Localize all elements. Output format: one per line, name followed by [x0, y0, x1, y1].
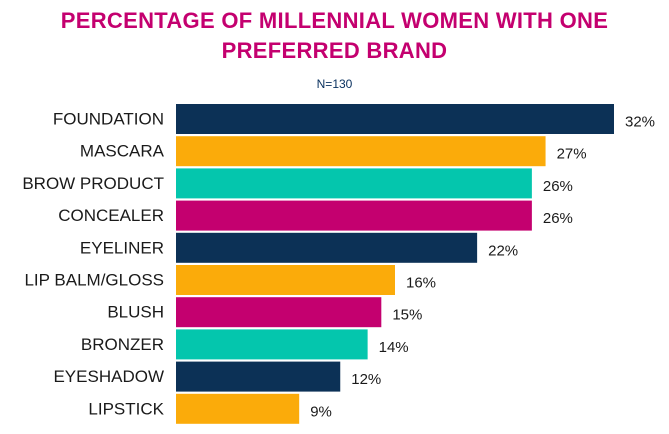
value-label-brow-product: 26% — [543, 178, 573, 195]
bar-brow-product — [176, 168, 532, 199]
category-label-eyeshadow: EYESHADOW — [53, 367, 164, 386]
category-label-foundation: FOUNDATION — [53, 110, 164, 129]
category-label-mascara: MASCARA — [80, 142, 165, 161]
bar-eyeliner — [176, 232, 478, 263]
category-label-bronzer: BRONZER — [81, 335, 164, 354]
chart-title-line-2: PREFERRED BRAND — [221, 38, 448, 63]
bar-lipstick — [176, 393, 300, 424]
category-label-eyeliner: EYELINER — [80, 238, 164, 257]
category-label-blush: BLUSH — [107, 303, 164, 322]
chart-title-line-1: PERCENTAGE OF MILLENNIAL WOMEN WITH ONE — [60, 8, 609, 33]
value-label-lipstick: 9% — [310, 403, 332, 420]
value-label-mascara: 27% — [557, 146, 587, 163]
bar-lip-balm-gloss — [176, 265, 395, 295]
value-label-bronzer: 14% — [379, 339, 409, 356]
category-label-brow-product: BROW PRODUCT — [22, 174, 164, 193]
bar-bronzer — [176, 329, 368, 360]
value-label-blush: 15% — [392, 307, 422, 324]
value-label-concealer: 26% — [543, 210, 573, 227]
bar-foundation — [176, 104, 614, 134]
value-label-eyeshadow: 12% — [351, 371, 381, 388]
value-label-foundation: 32% — [625, 114, 655, 131]
category-label-lip-balm-gloss: LIP BALM/GLOSS — [24, 271, 164, 290]
bar-mascara — [176, 136, 546, 167]
category-label-lipstick: LIPSTICK — [88, 399, 164, 418]
value-label-lip-balm-gloss: 16% — [406, 275, 436, 292]
chart-subtitle: N=130 — [316, 77, 353, 91]
value-label-eyeliner: 22% — [488, 242, 518, 259]
bar-concealer — [176, 200, 532, 231]
category-label-concealer: CONCEALER — [58, 206, 164, 225]
bar-eyeshadow — [176, 361, 341, 392]
bar-blush — [176, 297, 382, 328]
